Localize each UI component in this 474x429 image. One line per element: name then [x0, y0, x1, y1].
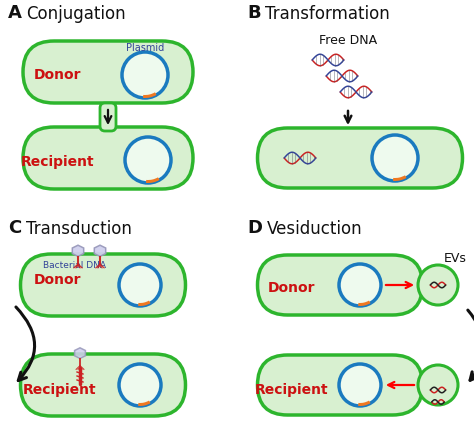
Polygon shape — [94, 245, 106, 257]
Polygon shape — [73, 245, 84, 257]
Circle shape — [125, 137, 171, 183]
FancyBboxPatch shape — [20, 354, 185, 416]
FancyBboxPatch shape — [23, 127, 193, 189]
Text: Conjugation: Conjugation — [26, 5, 126, 23]
Wedge shape — [358, 401, 371, 406]
Text: Plasmid: Plasmid — [126, 43, 164, 53]
Text: Donor: Donor — [268, 281, 316, 295]
Text: Donor: Donor — [34, 273, 82, 287]
Text: Transduction: Transduction — [26, 220, 132, 238]
FancyBboxPatch shape — [23, 41, 193, 103]
Text: Recipient: Recipient — [255, 383, 329, 397]
Circle shape — [418, 365, 458, 405]
Circle shape — [119, 264, 161, 306]
Text: D: D — [247, 219, 262, 237]
Text: C: C — [8, 219, 21, 237]
Text: Free DNA: Free DNA — [319, 33, 377, 46]
Circle shape — [119, 364, 161, 406]
Circle shape — [372, 135, 418, 181]
FancyBboxPatch shape — [257, 128, 463, 188]
Circle shape — [339, 364, 381, 406]
Wedge shape — [138, 301, 151, 306]
Text: Recipient: Recipient — [21, 155, 95, 169]
Wedge shape — [358, 301, 371, 306]
Text: Recipient: Recipient — [23, 383, 97, 397]
Text: Bacterial DNA: Bacterial DNA — [44, 260, 107, 269]
Wedge shape — [393, 175, 407, 181]
FancyBboxPatch shape — [257, 355, 422, 415]
Circle shape — [122, 52, 168, 98]
Wedge shape — [143, 92, 156, 98]
Wedge shape — [146, 177, 159, 183]
FancyBboxPatch shape — [100, 103, 116, 131]
FancyBboxPatch shape — [20, 254, 185, 316]
Polygon shape — [74, 348, 85, 359]
Text: EVs: EVs — [444, 251, 466, 265]
Circle shape — [339, 264, 381, 306]
FancyBboxPatch shape — [257, 255, 422, 315]
Text: Transformation: Transformation — [265, 5, 390, 23]
Circle shape — [418, 265, 458, 305]
Text: B: B — [247, 4, 261, 22]
Wedge shape — [138, 401, 151, 406]
Text: A: A — [8, 4, 22, 22]
Text: Vesiduction: Vesiduction — [267, 220, 363, 238]
Text: Donor: Donor — [34, 68, 82, 82]
